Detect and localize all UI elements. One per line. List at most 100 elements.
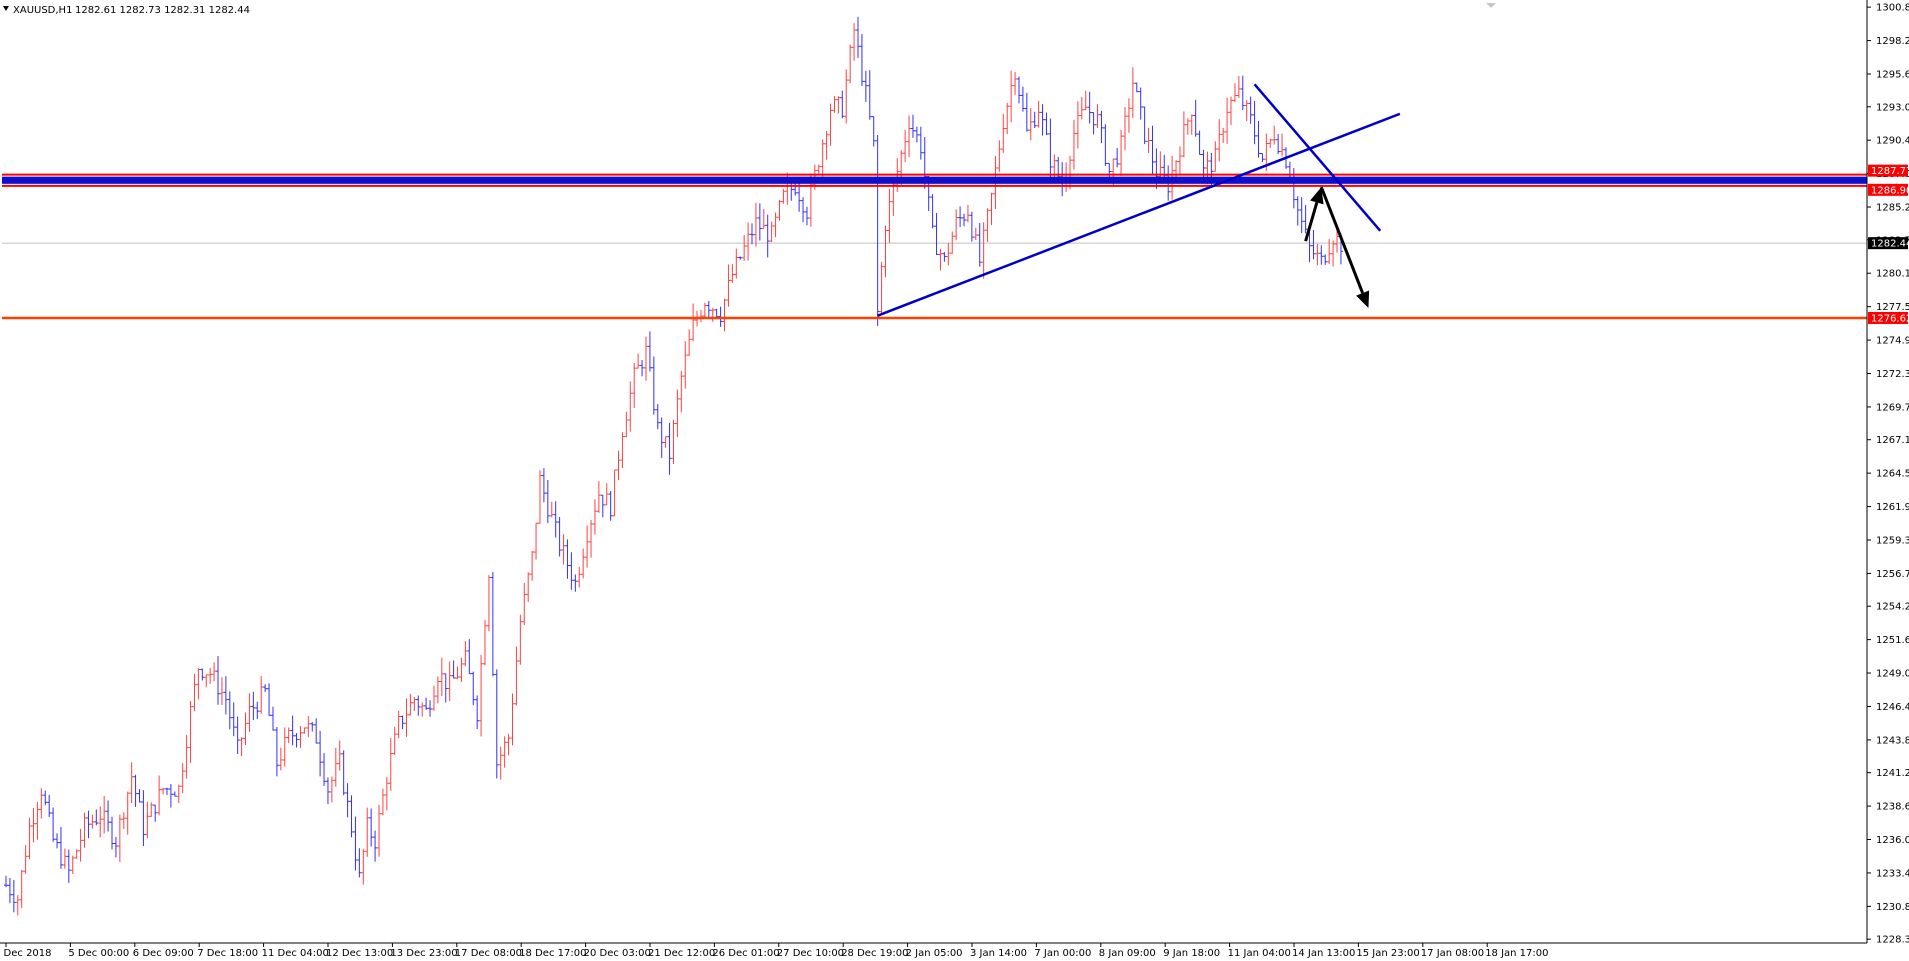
candle [522, 582, 527, 626]
candle [196, 668, 201, 700]
price-tag-box [1868, 237, 1908, 250]
candle [541, 468, 546, 503]
candle [663, 436, 668, 448]
candle [954, 209, 959, 241]
y-tick-label: 1277.50 [1876, 302, 1909, 313]
candle [278, 747, 283, 771]
candle [341, 750, 346, 796]
price-tag: 1276.62 [1868, 311, 1909, 324]
candle [671, 419, 676, 465]
y-tick-label: 1298.20 [1876, 36, 1909, 47]
candle [302, 727, 307, 734]
candle [1256, 120, 1261, 158]
candle [318, 730, 323, 777]
triangle-down-icon[interactable] [3, 6, 9, 11]
candle [530, 550, 535, 581]
candle [565, 539, 570, 579]
y-tick-label: 1251.60 [1876, 635, 1909, 646]
candle [373, 830, 378, 862]
candle [1217, 119, 1222, 162]
candle [946, 242, 951, 266]
candle [1048, 118, 1053, 182]
y-tick-label: 1259.35 [1876, 535, 1909, 546]
y-tick-label: 1264.55 [1876, 469, 1909, 480]
candle [396, 710, 401, 739]
candle [930, 194, 935, 229]
candle [914, 126, 919, 143]
arrow-down-annotation [1319, 186, 1370, 308]
candle [651, 356, 656, 415]
candles-layer [4, 16, 1343, 916]
candle [1142, 106, 1147, 145]
ascending-trendline [877, 112, 1401, 317]
candle [612, 469, 617, 517]
candle [832, 96, 837, 113]
price-tag: 1286.90 [1868, 183, 1909, 196]
candle [934, 212, 939, 256]
candle [863, 70, 868, 102]
candle [110, 816, 115, 850]
candle [90, 814, 95, 829]
candle [1181, 111, 1186, 158]
y-tick-label: 1236.05 [1876, 835, 1909, 846]
candle [624, 411, 629, 438]
candle [816, 164, 821, 174]
price-tag: 1282.44 [1868, 237, 1909, 250]
x-tick-label: 8 Jan 09:00 [1099, 948, 1156, 959]
candle [1280, 133, 1285, 157]
candle [133, 774, 138, 807]
candle [58, 827, 63, 869]
candle [632, 363, 637, 408]
candle [98, 806, 103, 838]
arrow-up-annotation [1304, 187, 1324, 242]
candle [1119, 129, 1124, 176]
candle [345, 783, 350, 818]
candle [259, 676, 264, 714]
candle [384, 776, 389, 811]
candle [1103, 124, 1108, 166]
y-tick-label: 1261.95 [1876, 502, 1909, 513]
scroll-marker-icon[interactable] [1486, 3, 1496, 8]
candle [1323, 254, 1328, 265]
candle [412, 696, 417, 711]
y-tick-label: 1243.80 [1876, 735, 1909, 746]
candle [852, 23, 857, 61]
candle [1331, 240, 1336, 267]
candle [1213, 141, 1218, 172]
candle [962, 213, 967, 227]
candle [887, 188, 892, 243]
candle [349, 795, 354, 838]
candle [655, 404, 660, 430]
candle [1303, 205, 1308, 234]
annotation-layer[interactable] [2, 83, 1867, 320]
candle [679, 371, 684, 413]
candle [981, 222, 986, 279]
candle [255, 701, 260, 719]
candle [910, 114, 915, 138]
candle [443, 673, 448, 703]
candle [596, 481, 601, 513]
candle [687, 329, 692, 356]
candle [129, 762, 134, 803]
y-tick-label: 1285.25 [1876, 203, 1909, 214]
candle [871, 116, 876, 147]
candle [848, 44, 853, 84]
candle [742, 235, 747, 261]
candle [1177, 146, 1182, 176]
x-tick-label: 11 Jan 04:00 [1228, 948, 1291, 959]
candle [82, 812, 87, 848]
candle [55, 833, 60, 849]
arrow-down-annotation-shaft [1319, 186, 1365, 294]
candle [62, 848, 67, 869]
candle [439, 657, 444, 697]
candle [1138, 87, 1143, 120]
candle [1197, 130, 1202, 155]
candle [1299, 197, 1304, 234]
candle [977, 222, 982, 267]
candle [797, 179, 802, 212]
x-tick-label: 28 Dec 19:00 [841, 948, 908, 959]
candle [263, 684, 268, 693]
candle [420, 702, 425, 717]
